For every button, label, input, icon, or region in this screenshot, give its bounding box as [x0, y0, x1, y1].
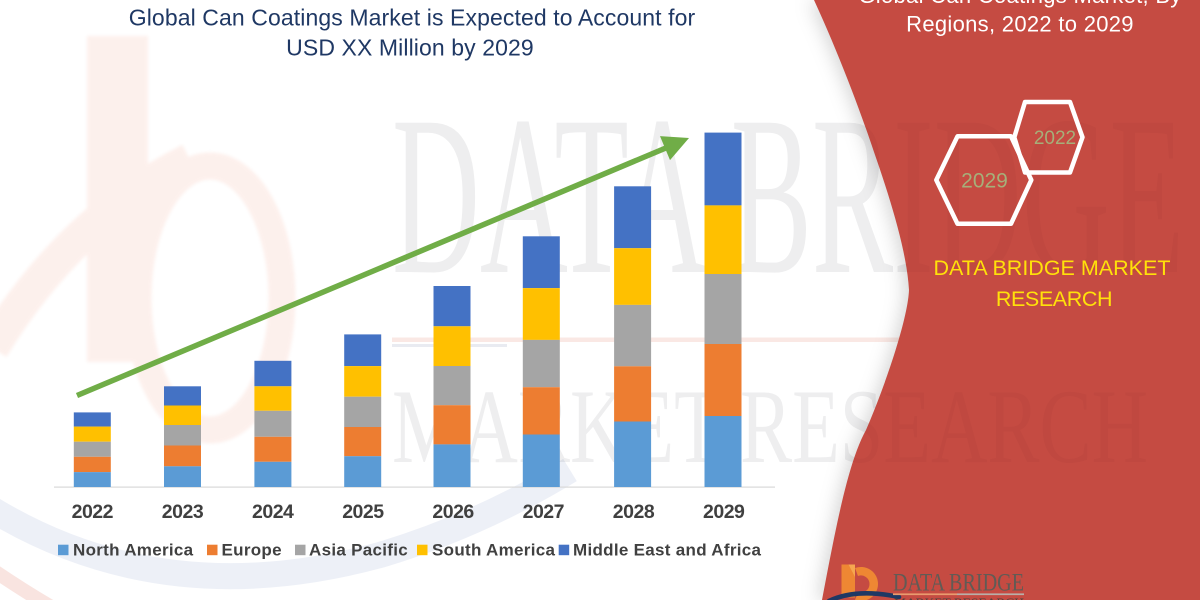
svg-text:2027: 2027 [523, 501, 564, 523]
svg-text:South America: South America [432, 541, 555, 560]
svg-text:2025: 2025 [342, 501, 384, 523]
svg-text:DATA BRIDGE: DATA BRIDGE [893, 570, 1024, 597]
svg-text:2029: 2029 [961, 170, 1008, 193]
svg-text:2028: 2028 [613, 501, 655, 523]
svg-text:2026: 2026 [432, 501, 474, 523]
svg-text:Regions, 2022 to 2029: Regions, 2022 to 2029 [906, 12, 1134, 37]
svg-text:2024: 2024 [252, 501, 294, 523]
svg-text:DATA BRIDGE MARKET: DATA BRIDGE MARKET [934, 256, 1171, 280]
svg-text:MARKET RESEARCH: MARKET RESEARCH [894, 597, 1024, 600]
svg-text:RESEARCH: RESEARCH [996, 287, 1112, 311]
svg-text:Global Can Coatings Market, By: Global Can Coatings Market, By [858, 0, 1181, 8]
svg-text:2022: 2022 [1034, 128, 1076, 149]
svg-text:2022: 2022 [72, 501, 114, 523]
svg-text:Asia Pacific: Asia Pacific [309, 541, 408, 560]
svg-text:Europe: Europe [222, 541, 282, 560]
svg-text:North America: North America [73, 541, 194, 560]
svg-text:2029: 2029 [703, 501, 745, 523]
svg-text:USD XX Million by 2029: USD XX Million by 2029 [286, 35, 534, 61]
svg-text:Middle East and Africa: Middle East and Africa [573, 541, 762, 560]
svg-text:Global Can Coatings Market is: Global Can Coatings Market is Expected t… [129, 5, 696, 31]
svg-text:2023: 2023 [162, 501, 204, 523]
